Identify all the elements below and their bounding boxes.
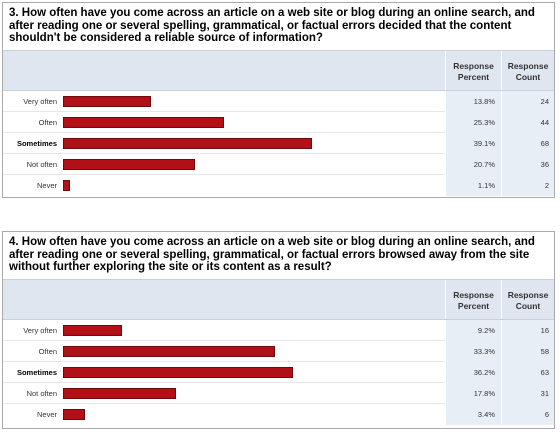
response-percent: 25.3% xyxy=(445,112,501,133)
category-label: Very often xyxy=(23,97,57,106)
response-count: 24 xyxy=(501,91,554,112)
bar-area xyxy=(63,112,445,133)
category-label: Sometimes xyxy=(16,368,57,377)
response-percent: 36.2% xyxy=(445,362,501,383)
response-bar xyxy=(63,180,70,191)
response-bar xyxy=(63,138,312,149)
response-percent: 13.8% xyxy=(445,91,501,112)
bar-area xyxy=(63,383,445,404)
table-row: Sometimes 36.2% 63 xyxy=(3,362,554,383)
response-percent-header: Response Percent xyxy=(445,280,501,319)
response-bar xyxy=(63,346,275,357)
response-bar xyxy=(63,96,151,107)
table-header: Response Percent Response Count xyxy=(3,280,554,320)
response-bar xyxy=(63,117,224,128)
category-label: Never xyxy=(36,181,57,190)
table-row: Not often 20.7% 36 xyxy=(3,154,554,175)
question-title: 3. How often have you come across an art… xyxy=(3,3,554,51)
response-count: 58 xyxy=(501,341,554,362)
question-title: 4. How often have you come across an art… xyxy=(3,232,554,280)
category-label: Not often xyxy=(26,160,57,169)
response-count-header: Response Count xyxy=(501,51,554,90)
category-label: Often xyxy=(38,118,57,127)
survey-question-3: 3. How often have you come across an art… xyxy=(2,2,555,198)
response-count: 2 xyxy=(501,175,554,196)
response-bar xyxy=(63,388,176,399)
bar-area xyxy=(63,341,445,362)
survey-question-4: 4. How often have you come across an art… xyxy=(2,231,555,429)
table-row: Often 25.3% 44 xyxy=(3,112,554,133)
response-count: 44 xyxy=(501,112,554,133)
bar-area xyxy=(63,91,445,112)
response-rows: Very often 13.8% 24 Often 25.3% 44 Sometimes 39… xyxy=(3,91,554,196)
bar-area xyxy=(63,154,445,175)
response-percent: 39.1% xyxy=(445,133,501,154)
response-percent-header: Response Percent xyxy=(445,51,501,90)
bar-area xyxy=(63,175,445,196)
response-count: 6 xyxy=(501,404,554,425)
response-percent: 3.4% xyxy=(445,404,501,425)
table-row: Never 3.4% 6 xyxy=(3,404,554,425)
table-row: Sometimes 39.1% 68 xyxy=(3,133,554,154)
response-percent: 9.2% xyxy=(445,320,501,341)
response-percent: 33.3% xyxy=(445,341,501,362)
response-count: 68 xyxy=(501,133,554,154)
table-row: Never 1.1% 2 xyxy=(3,175,554,196)
category-label: Very often xyxy=(23,326,57,335)
table-row: Very often 13.8% 24 xyxy=(3,91,554,112)
response-count: 16 xyxy=(501,320,554,341)
response-count: 63 xyxy=(501,362,554,383)
bar-area xyxy=(63,320,445,341)
response-percent: 17.8% xyxy=(445,383,501,404)
bar-area xyxy=(63,362,445,383)
response-rows: Very often 9.2% 16 Often 33.3% 58 Sometimes 36.… xyxy=(3,320,554,425)
category-label: Never xyxy=(36,410,57,419)
response-bar xyxy=(63,367,293,378)
table-row: Often 33.3% 58 xyxy=(3,341,554,362)
table-header: Response Percent Response Count xyxy=(3,51,554,91)
bar-area xyxy=(63,404,445,425)
category-label: Often xyxy=(38,347,57,356)
category-label: Not often xyxy=(26,389,57,398)
response-count: 31 xyxy=(501,383,554,404)
bar-area xyxy=(63,133,445,154)
category-label: Sometimes xyxy=(16,139,57,148)
response-count: 36 xyxy=(501,154,554,175)
table-row: Very often 9.2% 16 xyxy=(3,320,554,341)
table-row: Not often 17.8% 31 xyxy=(3,383,554,404)
response-bar xyxy=(63,159,195,170)
response-percent: 20.7% xyxy=(445,154,501,175)
response-bar xyxy=(63,409,85,420)
response-count-header: Response Count xyxy=(501,280,554,319)
response-bar xyxy=(63,325,122,336)
response-percent: 1.1% xyxy=(445,175,501,196)
